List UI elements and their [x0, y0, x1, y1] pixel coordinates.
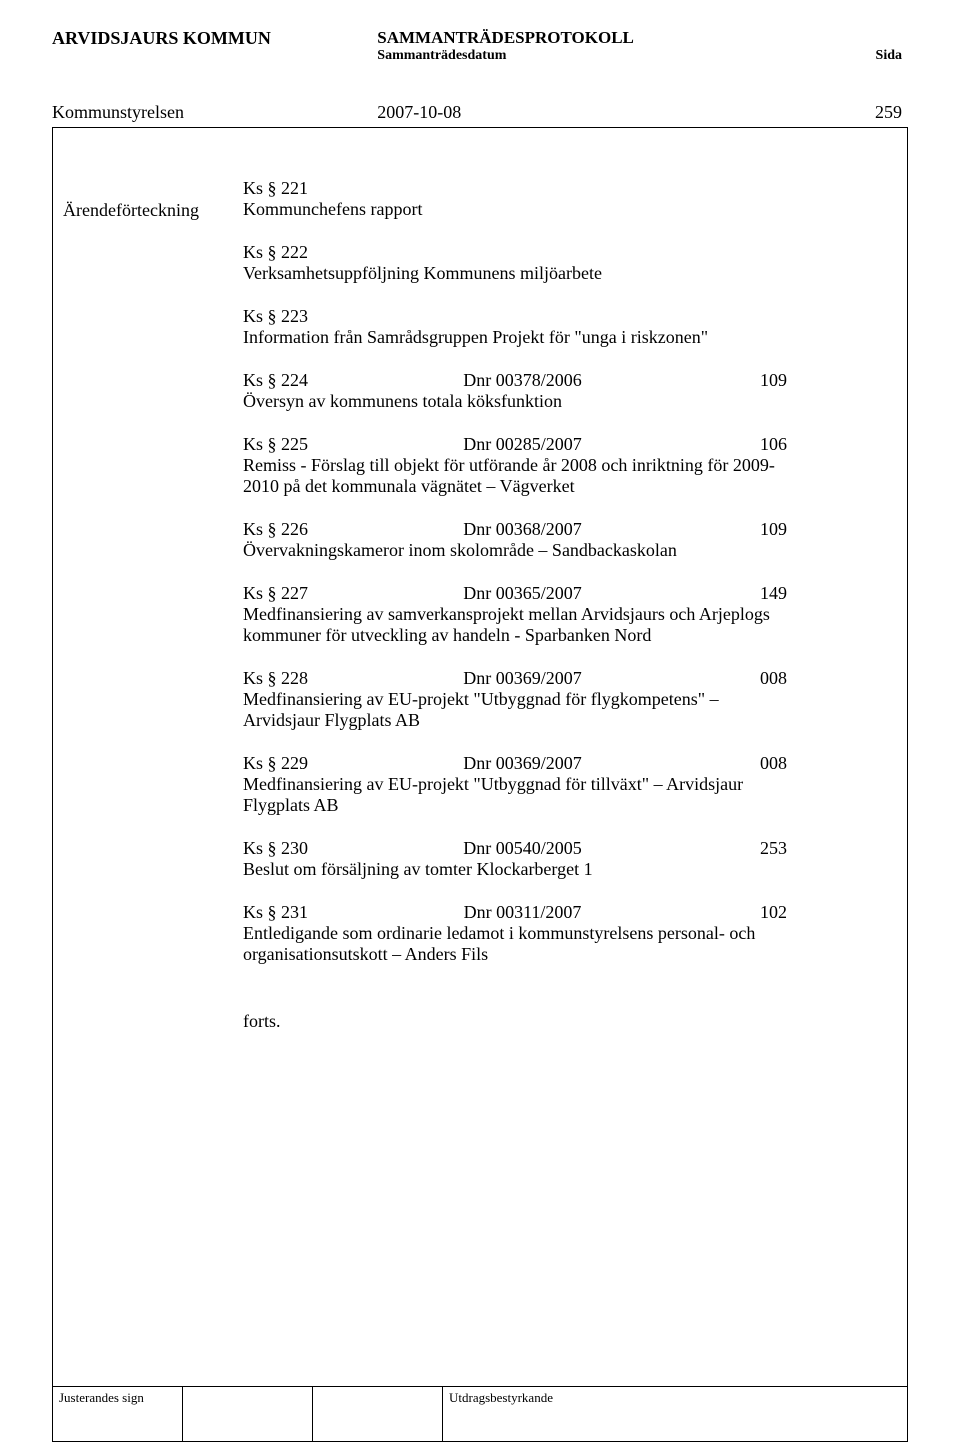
agenda-dnr: Dnr 00378/2006 [308, 370, 737, 391]
agenda-ks: Ks § 227 [243, 583, 308, 604]
right-column: Ks § 221 Kommunchefens rapport Ks § 222V… [243, 178, 907, 1032]
agenda-code: 008 [737, 753, 787, 774]
continuation-label: forts. [243, 1011, 787, 1032]
agenda-ks: Ks § 224 [243, 370, 308, 391]
header-title-block: SAMMANTRÄDESPROTOKOLL Sammanträdesdatum [377, 28, 634, 64]
agenda-desc: Kommunchefens rapport [243, 199, 787, 220]
header-left: ARVIDSJAURS KOMMUN [52, 28, 377, 49]
agenda-item: Ks § 227Dnr 00365/2007149Medfinansiering… [243, 583, 787, 646]
agenda-desc: Information från Samrådsgruppen Projekt … [243, 327, 787, 348]
agenda-desc: Entledigande som ordinarie ledamot i kom… [243, 923, 787, 965]
meta-right: 2007-10-08 259 [377, 102, 908, 123]
content-row: Ärendeförteckning Ks § 221 Kommunchefens… [53, 178, 907, 1032]
agenda-dnr: Dnr 00285/2007 [308, 434, 737, 455]
agenda-desc: Övervakningskameror inom skolområde – Sa… [243, 540, 787, 561]
agenda-dnr: Dnr 00369/2007 [308, 753, 737, 774]
agenda-header: Ks § 226Dnr 00368/2007109 [243, 519, 787, 540]
page: ARVIDSJAURS KOMMUN SAMMANTRÄDESPROTOKOLL… [0, 0, 960, 1442]
agenda-code: 102 [737, 902, 787, 923]
agenda-desc: Översyn av kommunens totala köksfunktion [243, 391, 787, 412]
agenda-item: Ks § 223Information från Samrådsgruppen … [243, 306, 787, 348]
agenda-header: Ks § 224Dnr 00378/2006109 [243, 370, 787, 391]
agenda-item: Ks § 226Dnr 00368/2007109Övervakningskam… [243, 519, 787, 561]
protocol-subtitle: Sammanträdesdatum [377, 48, 634, 64]
agenda-header: Ks § 231Dnr 00311/2007102 [243, 902, 787, 923]
agenda-header: Ks § 230Dnr 00540/2005253 [243, 838, 787, 859]
agenda-desc: Medfinansiering av EU-projekt "Utbyggnad… [243, 689, 787, 731]
org-name: ARVIDSJAURS KOMMUN [52, 28, 271, 48]
agenda-desc: Medfinansiering av samverkansprojekt mel… [243, 604, 787, 646]
protocol-title: SAMMANTRÄDESPROTOKOLL [377, 28, 634, 48]
agenda-dnr: Dnr 00540/2005 [308, 838, 737, 859]
agenda-item: Ks § 222Verksamhetsuppföljning Kommunens… [243, 242, 787, 284]
agenda-dnr: Dnr 00365/2007 [308, 583, 737, 604]
agenda-header: Ks § 229Dnr 00369/2007008 [243, 753, 787, 774]
left-column: Ärendeförteckning [53, 178, 243, 1032]
agenda-item: Ks § 231Dnr 00311/2007102Entledigande so… [243, 902, 787, 965]
agenda-code: 106 [737, 434, 787, 455]
meta-row: Kommunstyrelsen 2007-10-08 259 [52, 102, 908, 123]
agenda-header: Ks § 227Dnr 00365/2007149 [243, 583, 787, 604]
agenda-item: Ks § 221 Kommunchefens rapport [243, 178, 787, 220]
agenda-item: Ks § 224Dnr 00378/2006109Översyn av komm… [243, 370, 787, 412]
agenda-code: 149 [737, 583, 787, 604]
footer-row: Justerandes sign Utdragsbestyrkande [52, 1386, 908, 1442]
agenda-header: Ks § 228Dnr 00369/2007008 [243, 668, 787, 689]
agenda-code: 253 [737, 838, 787, 859]
agenda-desc: Remiss - Förslag till objekt för utföran… [243, 455, 787, 497]
agenda-item: Ks § 225Dnr 00285/2007106Remiss - Försla… [243, 434, 787, 497]
agenda-ks: Ks § 226 [243, 519, 308, 540]
agenda-dnr: Dnr 00311/2007 [308, 902, 737, 923]
agenda-desc: Beslut om försäljning av tomter Klockarb… [243, 859, 787, 880]
agenda-header: Ks § 225Dnr 00285/2007106 [243, 434, 787, 455]
agenda-ks: Ks § 231 [243, 902, 308, 923]
meeting-date: 2007-10-08 [377, 102, 461, 123]
agenda-code: 109 [737, 519, 787, 540]
header-right: SAMMANTRÄDESPROTOKOLL Sammanträdesdatum … [377, 28, 908, 64]
page-number: 259 [875, 102, 908, 123]
agenda-ks: Ks § 222 [243, 242, 787, 263]
agenda-desc: Medfinansiering av EU-projekt "Utbyggnad… [243, 774, 787, 816]
body-name: Kommunstyrelsen [52, 102, 377, 123]
agenda-item: Ks § 228Dnr 00369/2007008Medfinansiering… [243, 668, 787, 731]
agenda-ks: Ks § 221 [243, 178, 787, 199]
agenda-desc: Verksamhetsuppföljning Kommunens miljöar… [243, 263, 787, 284]
agenda-ks: Ks § 225 [243, 434, 308, 455]
agenda-item: Ks § 229Dnr 00369/2007008Medfinansiering… [243, 753, 787, 816]
agenda-ks: Ks § 229 [243, 753, 308, 774]
agenda-ks: Ks § 230 [243, 838, 308, 859]
agenda-code: 109 [737, 370, 787, 391]
agenda-ks: Ks § 223 [243, 306, 787, 327]
content-box: Ärendeförteckning Ks § 221 Kommunchefens… [52, 127, 908, 1387]
document-header: ARVIDSJAURS KOMMUN SAMMANTRÄDESPROTOKOLL… [52, 28, 908, 64]
agenda-ks: Ks § 228 [243, 668, 308, 689]
page-label: Sida [876, 48, 908, 64]
left-label: Ärendeförteckning [63, 200, 243, 221]
agenda-code: 008 [737, 668, 787, 689]
agenda-item: Ks § 230Dnr 00540/2005253Beslut om försä… [243, 838, 787, 880]
agenda-dnr: Dnr 00368/2007 [308, 519, 737, 540]
agenda-dnr: Dnr 00369/2007 [308, 668, 737, 689]
